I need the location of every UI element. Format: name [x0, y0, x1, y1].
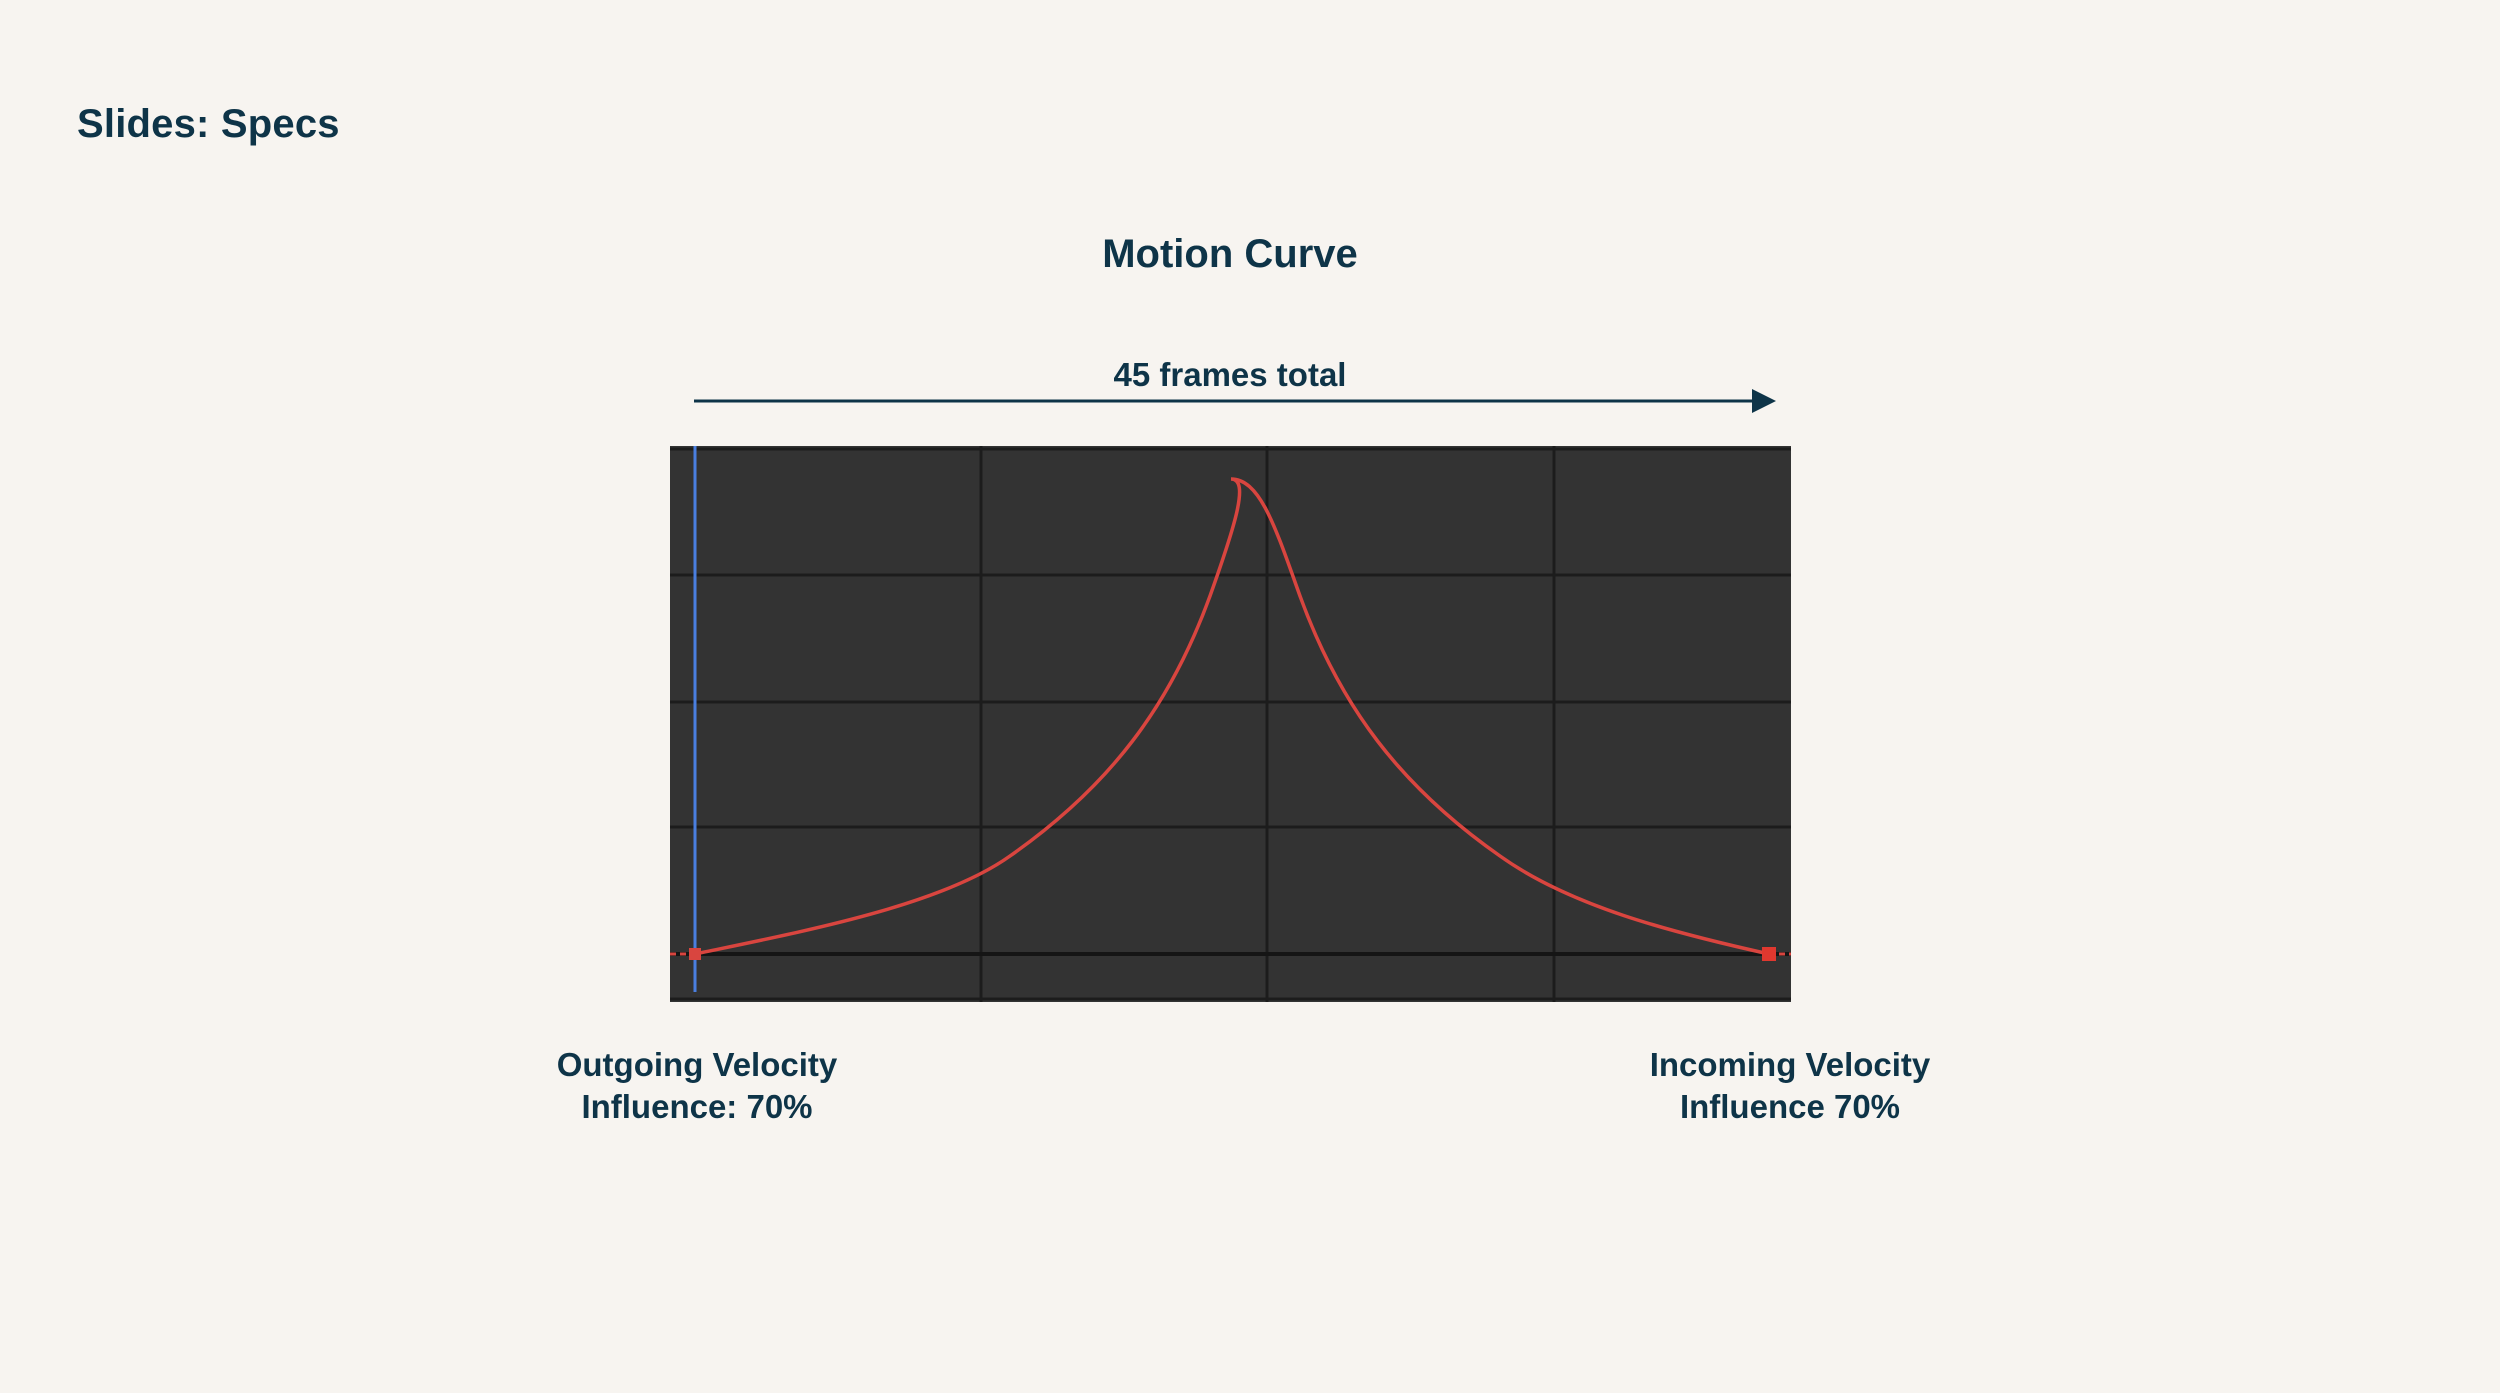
- velocity-curve: [694, 477, 1770, 956]
- duration-label: 45 frames total: [1113, 356, 1347, 393]
- outgoing-velocity-influence: Influence: 70%: [581, 1088, 813, 1125]
- outgoing-velocity-label: Outgoing Velocity Influence: 70%: [487, 1044, 907, 1128]
- duration-arrow: [694, 389, 1776, 413]
- end-keyframe-handle[interactable]: [1762, 947, 1776, 961]
- duration-arrow-head: [1752, 389, 1776, 413]
- velocity-graph: [670, 446, 1791, 1002]
- incoming-velocity-label: Incoming Velocity Influence 70%: [1580, 1044, 2000, 1128]
- incoming-velocity-influence: Influence 70%: [1679, 1088, 1901, 1125]
- outgoing-velocity-title: Outgoing Velocity: [556, 1046, 838, 1083]
- page-title: Slides: Specs: [77, 102, 340, 146]
- incoming-velocity-title: Incoming Velocity: [1649, 1046, 1931, 1083]
- diagram-title: Motion Curve: [1102, 232, 1358, 276]
- start-keyframe-handle[interactable]: [689, 948, 701, 960]
